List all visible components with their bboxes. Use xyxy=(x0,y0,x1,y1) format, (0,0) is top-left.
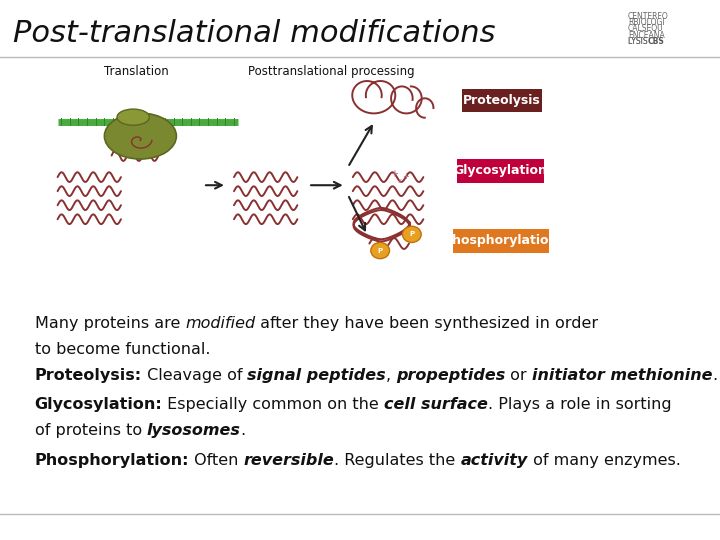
Text: Translation: Translation xyxy=(104,65,169,78)
Text: . Regulates the: . Regulates the xyxy=(334,453,461,468)
Text: Especially common on the: Especially common on the xyxy=(162,397,384,412)
Text: CALSEQU: CALSEQU xyxy=(628,24,663,33)
Text: Often: Often xyxy=(189,453,243,468)
Text: signal peptides: signal peptides xyxy=(247,368,386,383)
FancyBboxPatch shape xyxy=(453,229,549,253)
Text: ,: , xyxy=(386,368,396,383)
Text: Post-translational modifications: Post-translational modifications xyxy=(13,19,495,48)
FancyBboxPatch shape xyxy=(457,159,544,183)
Text: Glycosylation:: Glycosylation: xyxy=(35,397,162,412)
Ellipse shape xyxy=(371,242,390,259)
Text: CENTERFO: CENTERFO xyxy=(628,12,669,21)
Text: Cleavage of: Cleavage of xyxy=(142,368,247,383)
Text: .: . xyxy=(240,423,246,438)
Text: initiator methionine: initiator methionine xyxy=(532,368,713,383)
Text: P: P xyxy=(409,231,415,238)
Text: Phosphorylation:: Phosphorylation: xyxy=(35,453,189,468)
Ellipse shape xyxy=(104,113,176,159)
Text: . Plays a role in sorting: . Plays a role in sorting xyxy=(488,397,672,412)
Text: to become functional.: to become functional. xyxy=(35,342,210,357)
Text: LYSIS: LYSIS xyxy=(628,37,650,46)
Text: +: + xyxy=(402,172,409,181)
Text: of proteins to: of proteins to xyxy=(35,423,147,438)
Text: or: or xyxy=(505,368,532,383)
FancyBboxPatch shape xyxy=(462,89,542,112)
Text: activity: activity xyxy=(461,453,528,468)
Text: CBS: CBS xyxy=(647,37,664,46)
Text: RBIOLOGI: RBIOLOGI xyxy=(628,18,665,27)
Text: Posttranslational processing: Posttranslational processing xyxy=(248,65,415,78)
Text: after they have been synthesized in order: after they have been synthesized in orde… xyxy=(255,316,598,331)
Text: +: + xyxy=(390,170,398,179)
Text: P: P xyxy=(377,247,383,254)
Ellipse shape xyxy=(402,226,421,242)
Text: propeptides: propeptides xyxy=(396,368,505,383)
Text: Glycosylation: Glycosylation xyxy=(454,164,548,177)
Text: LYSIS: LYSIS xyxy=(628,37,650,46)
Text: reversible: reversible xyxy=(243,453,334,468)
Text: Many proteins are: Many proteins are xyxy=(35,316,185,331)
Text: modified: modified xyxy=(185,316,255,331)
Text: of many enzymes.: of many enzymes. xyxy=(528,453,681,468)
Text: .: . xyxy=(713,368,718,383)
Text: cell surface: cell surface xyxy=(384,397,488,412)
Text: Phosphorylation: Phosphorylation xyxy=(444,234,558,247)
Text: Proteolysis:: Proteolysis: xyxy=(35,368,142,383)
Text: Proteolysis: Proteolysis xyxy=(464,94,541,107)
Ellipse shape xyxy=(117,109,150,125)
Text: lysosomes: lysosomes xyxy=(147,423,240,438)
Text: ENCEANA: ENCEANA xyxy=(628,30,665,39)
Text: x: x xyxy=(397,178,402,184)
